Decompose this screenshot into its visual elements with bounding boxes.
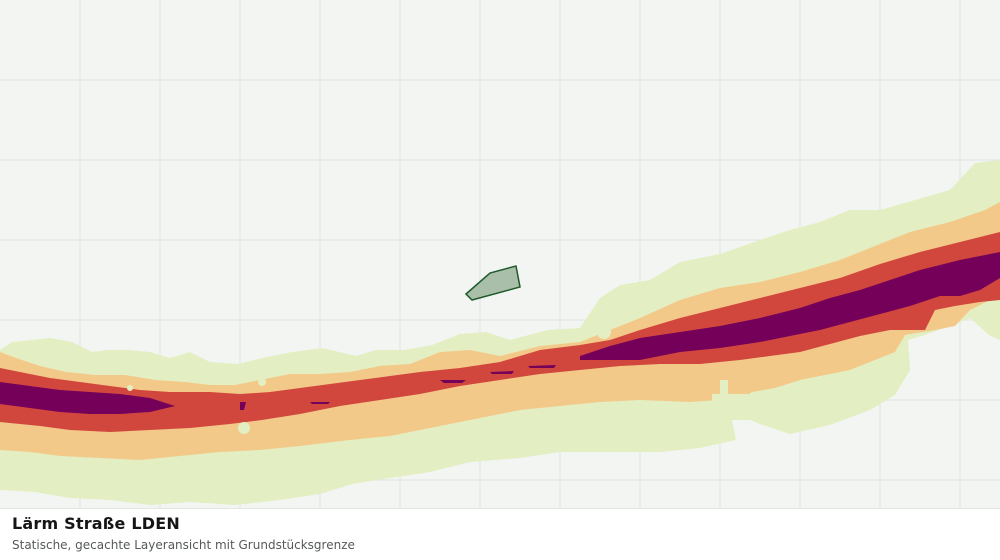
noise-zone-purple bbox=[310, 402, 330, 404]
noise-zone-purple bbox=[580, 252, 1000, 360]
noise-zone-purple bbox=[440, 380, 466, 383]
noise-zone-purple bbox=[240, 402, 246, 410]
property-boundary[interactable] bbox=[464, 265, 521, 301]
map-view[interactable] bbox=[0, 0, 1000, 508]
noise-zone-gap bbox=[720, 380, 728, 398]
noise-zone-gap bbox=[597, 325, 611, 339]
noise-zone-purple bbox=[0, 382, 175, 414]
layer-title: Lärm Straße LDEN bbox=[12, 514, 180, 533]
noise-zone-gap bbox=[712, 394, 752, 402]
noise-zone-purple bbox=[528, 365, 556, 368]
noise-zone-gap bbox=[238, 422, 250, 434]
noise-zone-purple bbox=[490, 371, 514, 374]
layer-subtitle: Statische, gecachte Layeransicht mit Gru… bbox=[12, 538, 355, 552]
map-caption: Lärm Straße LDEN Statische, gecachte Lay… bbox=[0, 508, 1000, 560]
noise-zone-gap bbox=[30, 352, 42, 364]
noise-zone-gap bbox=[127, 385, 133, 391]
map-canvas[interactable] bbox=[0, 0, 1000, 508]
noise-zone-gap bbox=[258, 378, 266, 386]
